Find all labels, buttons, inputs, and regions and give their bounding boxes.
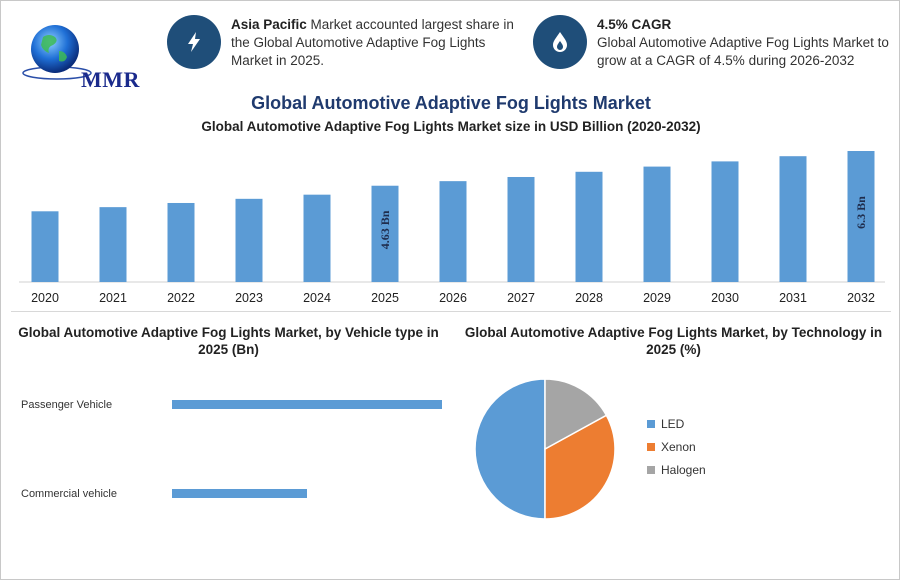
bar-2022 — [167, 202, 195, 282]
bar-2028 — [575, 171, 603, 282]
bar-data-label: 4.63 Bn — [378, 210, 392, 249]
bar-2025 — [371, 185, 399, 282]
technology-pie-chart: LED Xenon Halogen — [474, 378, 706, 520]
x-tick-label: 2032 — [847, 291, 875, 305]
x-tick-label: 2031 — [779, 291, 807, 305]
vehicle-type-chart-title: Global Automotive Adaptive Fog Lights Ma… — [18, 325, 439, 357]
bar-2032 — [847, 151, 875, 282]
x-tick-label: 2020 — [31, 291, 59, 305]
x-tick-label: 2027 — [507, 291, 535, 305]
pie-slice-led — [474, 378, 546, 520]
bar-chart-title: Global Automotive Adaptive Fog Lights Ma… — [201, 119, 701, 134]
legend-label: Halogen — [661, 463, 706, 477]
bar-2030 — [711, 161, 739, 282]
x-tick-label: 2021 — [99, 291, 127, 305]
x-tick-label: 2023 — [235, 291, 263, 305]
lightning-icon — [167, 15, 221, 69]
bar-2024 — [303, 194, 331, 282]
x-tick-label: 2030 — [711, 291, 739, 305]
x-tick-label: 2022 — [167, 291, 195, 305]
legend-swatch — [647, 443, 655, 451]
bar-2031 — [779, 156, 807, 282]
market-size-bar-chart: 2020 2021 2022 2023 2024 2025 2026 2027 2028 2029… — [19, 151, 885, 305]
category-label: Passenger Vehicle — [21, 399, 112, 411]
pie-slice-halogen — [544, 378, 608, 451]
bar-2026 — [439, 181, 467, 282]
info-cagr-bold: 4.5% CAGR — [597, 17, 672, 32]
info-card-cagr: 4.5% CAGR Global Automotive Adaptive Fog … — [597, 16, 897, 70]
info-cagr-text: Global Automotive Adaptive Fog Lights Ma… — [597, 35, 889, 68]
x-tick-label: 2024 — [303, 291, 331, 305]
logo-text: MMR — [81, 67, 140, 92]
bar-2023 — [235, 198, 263, 282]
legend-swatch — [647, 420, 655, 428]
legend-label: Xenon — [661, 440, 696, 454]
x-tick-label: 2025 — [371, 291, 399, 305]
legend-swatch — [647, 466, 655, 474]
bar-2021 — [99, 207, 127, 282]
legend-label: LED — [661, 417, 685, 431]
fire-drop-icon — [533, 15, 587, 69]
x-tick-label: 2026 — [439, 291, 467, 305]
x-tick-label: 2029 — [643, 291, 671, 305]
technology-chart-title: Global Automotive Adaptive Fog Lights Ma… — [464, 325, 883, 357]
category-label: Commercial vehicle — [21, 488, 117, 500]
info-region-bold: Asia Pacific — [231, 17, 307, 32]
info-card-region: Asia Pacific Market accounted largest sh… — [231, 16, 521, 70]
bar-2020 — [31, 211, 59, 282]
x-tick-label: 2028 — [575, 291, 603, 305]
hbar-commercial — [172, 489, 307, 498]
pie-slice-xenon — [544, 414, 616, 520]
hbar-passenger — [172, 400, 442, 409]
globe-icon — [22, 25, 92, 80]
info-region-text: Market accounted largest share in the Gl… — [231, 17, 514, 68]
bar-2029 — [643, 166, 671, 282]
mmr-logo: MMR — [19, 21, 139, 92]
vehicle-type-bar-chart: Passenger Vehicle Commercial vehicle — [21, 399, 442, 500]
main-title: Global Automotive Adaptive Fog Lights Ma… — [251, 93, 651, 113]
section-divider — [11, 311, 891, 312]
bar-data-label: 6.3 Bn — [854, 196, 868, 229]
bar-2027 — [507, 176, 535, 282]
